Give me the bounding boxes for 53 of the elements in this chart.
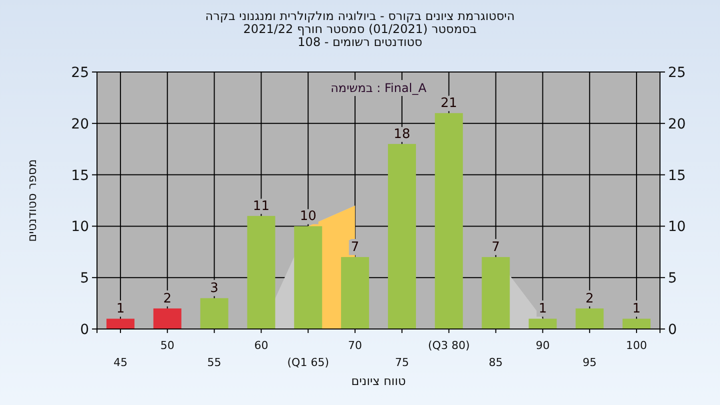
y-axis-title: מספר סטודנטים bbox=[25, 159, 39, 242]
bar bbox=[576, 308, 604, 329]
y2-tick-label: 0 bbox=[668, 322, 677, 338]
bar bbox=[434, 113, 463, 329]
data-label: 2 bbox=[585, 291, 594, 306]
y-tick-label: 15 bbox=[71, 168, 89, 184]
y-tick-label: 0 bbox=[80, 322, 89, 338]
x-tick-label: 70 bbox=[348, 339, 362, 352]
bar bbox=[528, 318, 557, 329]
y2-tick-label: 10 bbox=[668, 219, 686, 236]
x-tick-label: 50 bbox=[160, 339, 174, 352]
x-tick-label: 75 bbox=[394, 356, 409, 369]
chart-title: היסטוגרמת ציונים בקורס - ביולוגיה מולקולרית ומנגנוני בקרה bbox=[205, 9, 515, 23]
bar bbox=[247, 216, 276, 329]
bar bbox=[388, 144, 416, 329]
x-tick-label: (Q1 65) bbox=[287, 356, 329, 369]
bar bbox=[106, 318, 134, 329]
data-label: 7 bbox=[350, 240, 360, 256]
data-label: 10 bbox=[300, 209, 316, 224]
y2-tick-label: 5 bbox=[668, 270, 677, 287]
data-label: 18 bbox=[394, 126, 410, 142]
data-label: 1 bbox=[116, 302, 125, 317]
x-tick-label: 85 bbox=[488, 356, 503, 369]
x-tick-label: (Q3 80) bbox=[428, 339, 470, 352]
data-label: 21 bbox=[440, 96, 458, 112]
x-tick-label: 60 bbox=[254, 339, 268, 352]
bar bbox=[482, 257, 510, 329]
chart-subtitle: בסמסטר (01/2021) סמסטר חורף 2021/22 סטודנטים רשומים - 108 bbox=[243, 22, 477, 49]
data-label: 3 bbox=[210, 281, 218, 296]
x-tick-label: 45 bbox=[113, 356, 128, 369]
bar bbox=[341, 257, 370, 329]
y-tick-label: 5 bbox=[80, 270, 89, 287]
annotation: במשימה : Final_A bbox=[330, 81, 428, 95]
y-tick-label: 10 bbox=[71, 219, 89, 236]
x-tick-label: 90 bbox=[536, 339, 550, 352]
bar bbox=[294, 226, 322, 329]
bar bbox=[200, 298, 228, 329]
data-label: 7 bbox=[492, 240, 500, 256]
data-label: 1 bbox=[632, 302, 641, 317]
x-tick-label: 95 bbox=[582, 356, 597, 369]
y2-tick-label: 25 bbox=[668, 65, 686, 81]
data-label: 11 bbox=[252, 198, 270, 214]
x-tick-label: 55 bbox=[207, 356, 222, 369]
x-axis-title: טווח ציונים bbox=[351, 374, 406, 388]
y-tick-label: 25 bbox=[71, 65, 89, 81]
x-tick-label: 100 bbox=[626, 339, 648, 352]
y-tick-label: 20 bbox=[71, 116, 89, 132]
bar bbox=[622, 318, 651, 329]
bar bbox=[153, 308, 182, 329]
y2-tick-label: 15 bbox=[668, 168, 686, 184]
data-label: 1 bbox=[538, 302, 547, 317]
data-label: 2 bbox=[163, 291, 172, 306]
y2-tick-label: 20 bbox=[668, 116, 686, 132]
